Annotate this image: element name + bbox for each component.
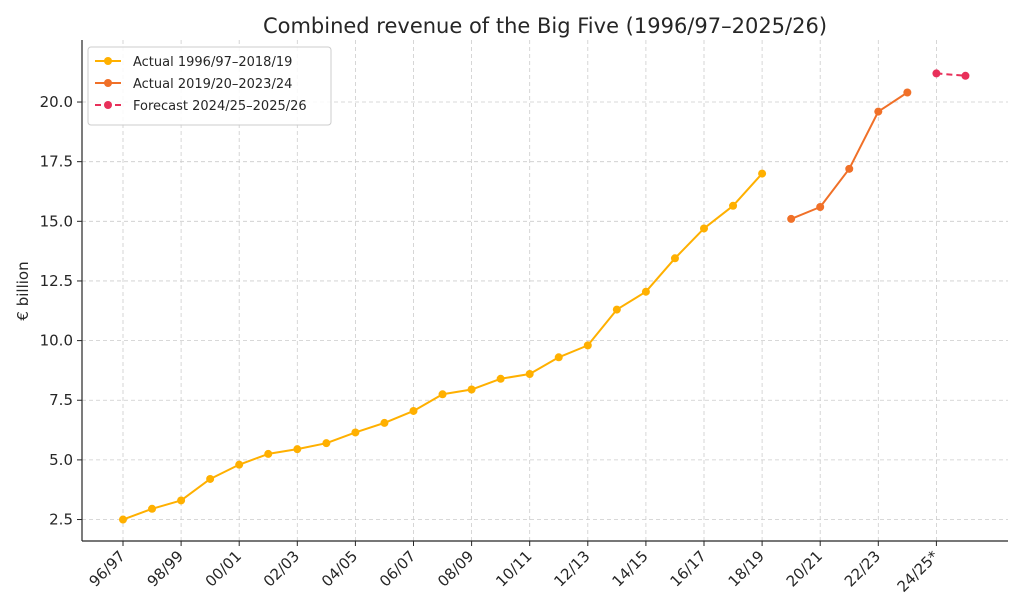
data-point	[322, 439, 331, 448]
y-tick-label: 2.5	[49, 511, 73, 529]
series-line	[936, 72, 966, 77]
x-tick-label: 14/15	[608, 547, 651, 590]
data-point	[380, 418, 389, 427]
legend: Actual 1996/97–2018/19 Actual 2019/20–202…	[87, 46, 332, 126]
chart-title: Combined revenue of the Big Five (1996/9…	[263, 14, 827, 38]
x-tick-label: 16/17	[667, 547, 710, 590]
data-point	[351, 428, 360, 437]
data-point	[119, 515, 127, 524]
grid-layer	[82, 40, 1008, 541]
data-point	[729, 201, 738, 210]
data-point	[264, 449, 273, 458]
data-point	[670, 254, 679, 263]
data-point	[148, 504, 157, 513]
legend-label: Actual 2019/20–2023/24	[133, 77, 292, 92]
data-point	[293, 445, 302, 454]
data-point	[525, 370, 534, 378]
data-point	[612, 305, 621, 314]
x-tick-label: 10/11	[492, 547, 535, 590]
data-point	[845, 164, 854, 173]
data-point	[961, 71, 970, 80]
data-point	[932, 69, 941, 78]
data-point	[903, 88, 912, 97]
data-point	[496, 374, 505, 383]
legend-label: Forecast 2024/25–2025/26	[133, 99, 307, 114]
legend-swatch-marker	[104, 101, 112, 109]
x-tick-label: 08/09	[434, 547, 477, 590]
data-point	[177, 496, 186, 505]
x-tick-label: 04/05	[318, 547, 361, 590]
y-tick-label: 7.5	[49, 391, 73, 409]
y-tick-label: 10.0	[40, 332, 73, 350]
series-2	[787, 88, 912, 223]
y-tick-label: 15.0	[40, 212, 73, 230]
y-tick-label: 12.5	[40, 272, 73, 290]
x-tick-label: 22/23	[841, 547, 884, 590]
data-point	[787, 214, 796, 223]
data-point	[235, 460, 244, 469]
data-point	[816, 203, 825, 211]
legend-swatch-marker	[104, 57, 112, 65]
data-point	[583, 341, 592, 350]
data-point	[409, 406, 418, 415]
data-point	[206, 474, 215, 483]
series-3	[932, 69, 970, 80]
x-tick-label: 18/19	[725, 547, 768, 590]
y-tick-label: 17.5	[40, 153, 73, 171]
series-line	[122, 172, 763, 521]
x-tick-label: 02/03	[260, 547, 303, 590]
x-tick-label: 06/07	[376, 547, 419, 590]
legend-label: Actual 1996/97–2018/19	[133, 55, 292, 70]
series-1	[119, 169, 767, 524]
x-tick-label: 12/13	[550, 547, 593, 590]
x-tick-label: 96/97	[86, 547, 129, 590]
x-tick-label: 20/21	[783, 547, 826, 590]
data-point	[758, 169, 767, 178]
data-point	[554, 353, 563, 362]
legend-box	[87, 46, 332, 126]
data-point	[438, 390, 447, 399]
data-point	[700, 224, 708, 233]
data-point	[641, 287, 650, 296]
series-layer	[119, 69, 970, 524]
x-tick-label: 00/01	[202, 547, 245, 590]
x-tick-label: 24/25*	[894, 547, 943, 596]
y-tick-label: 20.0	[40, 93, 73, 111]
data-point	[874, 107, 883, 116]
legend-swatch-marker	[104, 79, 112, 87]
x-tick-label: 98/99	[144, 547, 187, 590]
series-line	[790, 91, 908, 220]
data-point	[467, 385, 476, 394]
y-tick-label: 5.0	[49, 451, 73, 469]
y-axis-label: € billion	[14, 261, 32, 320]
